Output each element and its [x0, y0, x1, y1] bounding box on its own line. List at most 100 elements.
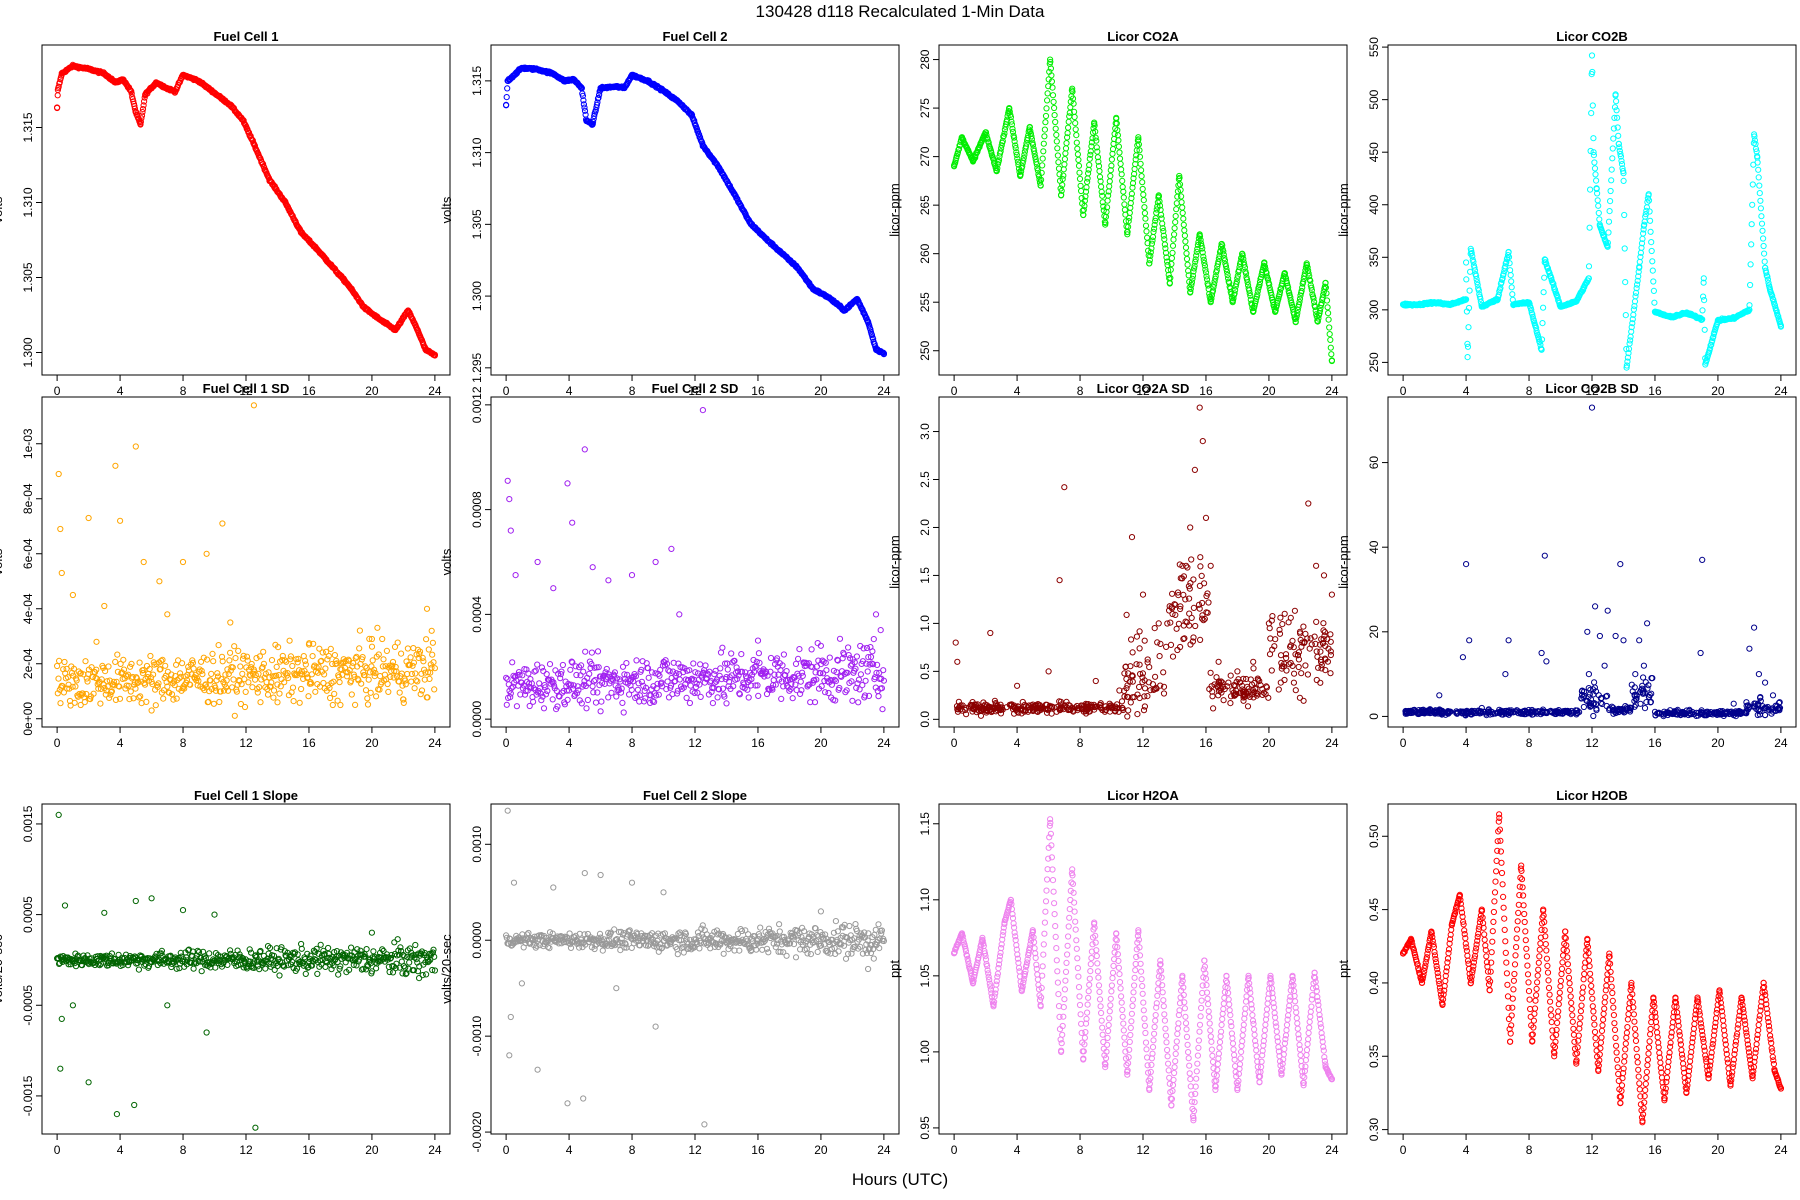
data-point [1317, 679, 1324, 686]
plot-frame [490, 44, 900, 376]
data-point [407, 654, 414, 661]
data-point [644, 77, 651, 85]
data-point [1328, 591, 1336, 598]
data-point [1304, 671, 1312, 678]
data-point [868, 332, 876, 339]
data-point [1171, 225, 1178, 232]
data-point [362, 663, 369, 670]
x-tick-label: 4 [566, 384, 573, 398]
data-point [1050, 98, 1057, 106]
data-point [105, 663, 112, 670]
data-point [254, 689, 261, 696]
data-point [128, 88, 135, 95]
data-point [1137, 160, 1144, 167]
y-tick-label: 0e+00 [21, 702, 35, 736]
data-point [695, 130, 702, 138]
data-point [1220, 248, 1227, 255]
data-point [361, 304, 368, 311]
data-point [589, 683, 596, 690]
data-point [1023, 140, 1030, 147]
data-point [1176, 181, 1184, 188]
data-point [1142, 222, 1150, 229]
data-point [1209, 287, 1217, 294]
data-point [1192, 622, 1199, 630]
data-point [1207, 669, 1214, 676]
data-point [420, 658, 427, 665]
data-point [431, 665, 438, 672]
data-point [1108, 162, 1115, 169]
data-point [731, 191, 738, 198]
data-point [1507, 272, 1514, 279]
data-point [302, 661, 309, 668]
data-point [1133, 633, 1141, 640]
data-point [1125, 707, 1132, 714]
data-point [1464, 354, 1471, 361]
data-point [1169, 242, 1177, 249]
data-point [239, 116, 246, 124]
data-point [1221, 257, 1229, 264]
data-point [1615, 140, 1622, 147]
data-point [504, 477, 511, 484]
data-point [1106, 183, 1113, 190]
data-point [1052, 118, 1059, 126]
data-point [1747, 281, 1754, 289]
data-point [423, 636, 430, 643]
data-point [690, 660, 697, 667]
data-point [1594, 197, 1601, 204]
y-axis-label: volts [0, 548, 5, 575]
data-point [1087, 148, 1094, 155]
data-point [1199, 249, 1206, 256]
data-point [132, 109, 139, 116]
data-point [728, 650, 735, 657]
data-point [875, 693, 882, 700]
data-point [1069, 88, 1076, 95]
data-point [1054, 152, 1062, 159]
data-point [723, 700, 730, 707]
data-point [597, 84, 604, 92]
data-point [711, 671, 718, 678]
data-point [1049, 84, 1056, 91]
data-point [1168, 255, 1176, 262]
data-point [1156, 653, 1163, 660]
data-point [512, 572, 519, 579]
data-point [1076, 169, 1083, 176]
x-tick-label: 20 [1262, 736, 1276, 750]
data-point [331, 652, 338, 659]
y-tick-label: 8e-04 [21, 483, 35, 514]
data-point [593, 101, 601, 108]
data-point [1142, 215, 1149, 222]
data-point [1747, 261, 1754, 268]
data-point [1054, 145, 1061, 152]
data-point [1098, 188, 1105, 195]
data-point [215, 642, 222, 649]
data-point [282, 199, 289, 206]
data-point [345, 281, 352, 289]
data-point [503, 674, 510, 681]
data-point [425, 646, 432, 653]
data-point [1292, 687, 1299, 694]
data-point [1051, 104, 1058, 112]
data-point [152, 702, 159, 709]
data-point [1139, 185, 1146, 193]
x-tick-label: 16 [1648, 384, 1662, 398]
data-point [1104, 197, 1111, 204]
data-point [699, 142, 707, 149]
data-point [1748, 241, 1755, 248]
data-point [1130, 175, 1137, 182]
data-point [1327, 638, 1334, 645]
data-point [365, 676, 372, 683]
data-point [245, 129, 253, 136]
data-point [208, 670, 215, 678]
data-point [1167, 266, 1174, 273]
data-point [358, 680, 365, 687]
data-point [140, 558, 147, 566]
data-point [1757, 197, 1764, 204]
data-point [1202, 514, 1210, 522]
data-point [1277, 652, 1285, 659]
data-point [54, 92, 61, 99]
x-tick-label: 8 [180, 384, 187, 398]
data-point [1281, 676, 1288, 684]
data-point [1095, 158, 1102, 165]
data-point [1160, 690, 1168, 697]
data-point [1298, 670, 1305, 677]
